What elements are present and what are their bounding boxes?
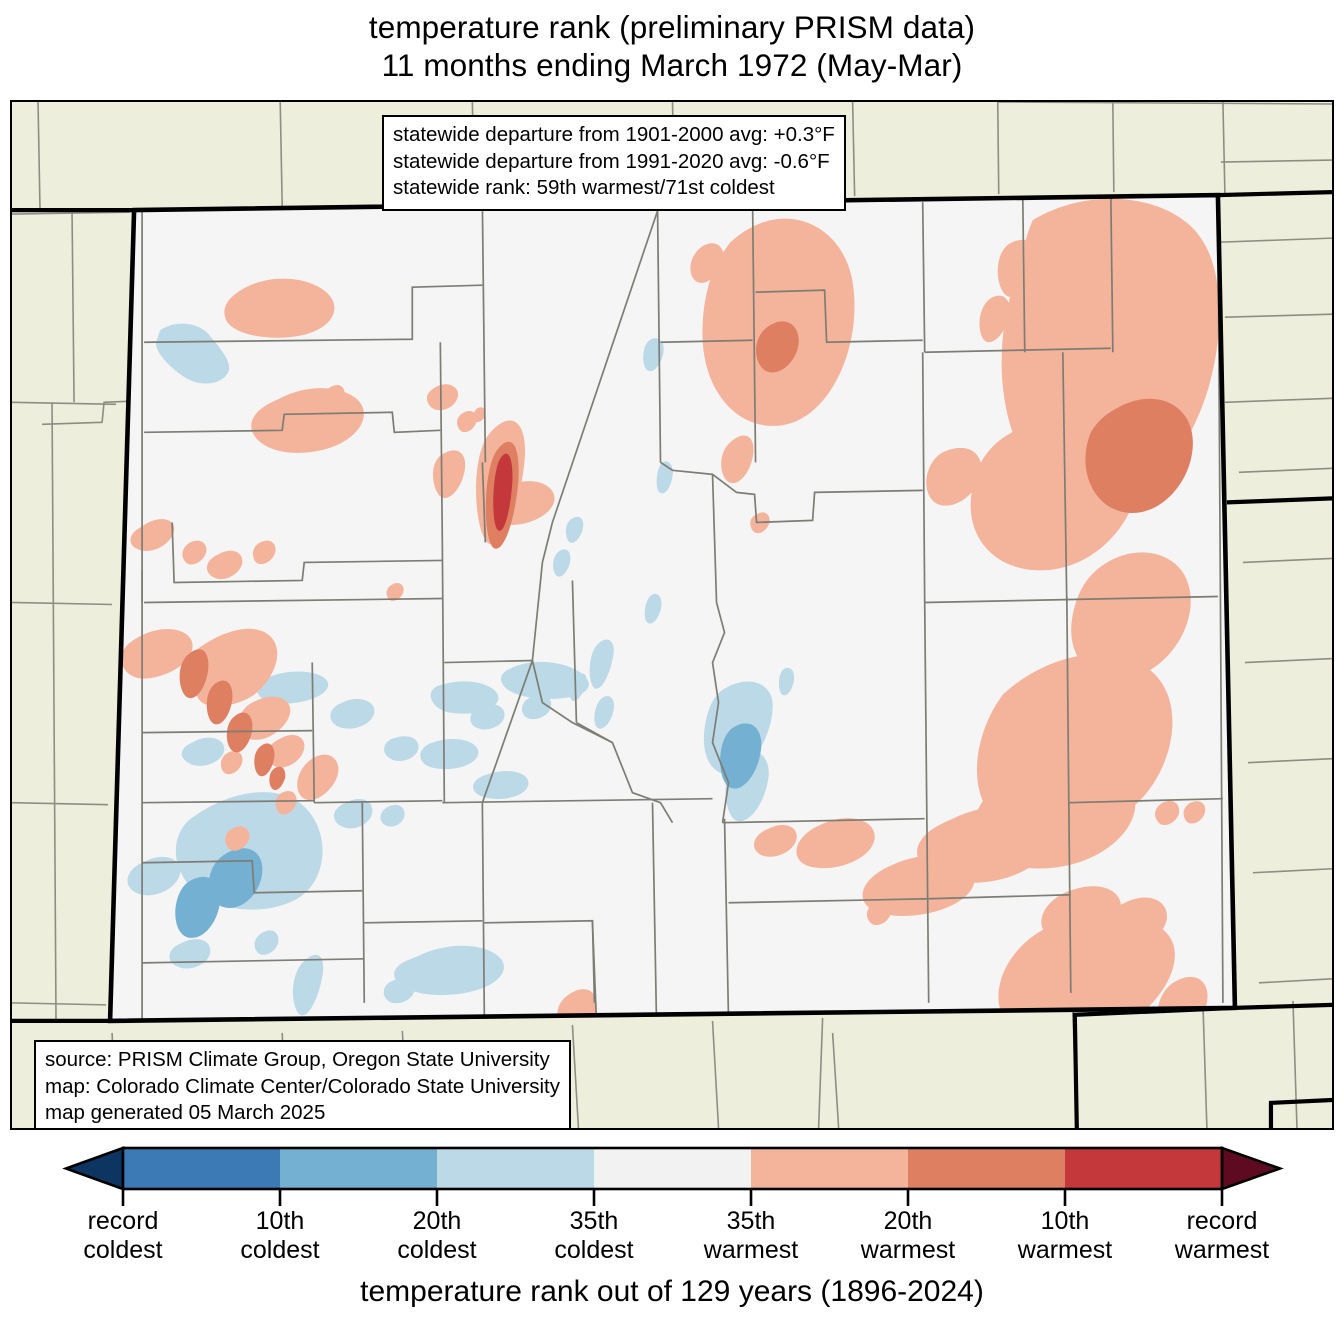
colorbar-band-5: [751, 1148, 908, 1189]
colorbar-tick-labels: record coldest 10th coldest 20th coldest 35…: [0, 1207, 1344, 1269]
cb-tick-label-1: 10th coldest: [240, 1207, 320, 1264]
cb-tick-label-2: 20th coldest: [397, 1207, 477, 1264]
map-panel: statewide departure from 1901-2000 avg: …: [10, 100, 1334, 1130]
colorbar-band-4: [594, 1148, 751, 1189]
cb-tick-label-7: record warmest: [1174, 1207, 1270, 1264]
neighboring-state-outlines: [12, 189, 1332, 1128]
colorbar-svg: [62, 1146, 1284, 1206]
colorbar: [0, 1140, 1344, 1210]
map-credit-line: map: Colorado Climate Center/Colorado St…: [45, 1074, 561, 1098]
cb-tick-label-3: 35th coldest: [554, 1207, 634, 1264]
statewide-stats-box: statewide departure from 1901-2000 avg: …: [382, 115, 846, 211]
colorbar-over-arrow: [1220, 1146, 1284, 1191]
cb-tick-label-0: record coldest: [83, 1207, 163, 1264]
title-line-2: 11 months ending March 1972 (May-Mar): [381, 47, 963, 83]
rank-band-20th-coldest-areas: [175, 723, 762, 938]
rank-band-35th-warmest-areas: [121, 198, 1220, 1021]
colorbar-caption: temperature rank out of 129 years (1896-…: [360, 1275, 984, 1308]
source-line: source: PRISM Climate Group, Oregon Stat…: [45, 1048, 550, 1071]
title-line-1: temperature rank (preliminary PRISM data…: [368, 9, 976, 45]
colorbar-band-7: [1065, 1148, 1222, 1189]
source-credits-box: source: PRISM Climate Group, Oregon Stat…: [34, 1040, 572, 1128]
colorbar-band-1: [123, 1148, 280, 1189]
colorbar-band-2: [280, 1148, 437, 1189]
cb-tick-label-4: 35th warmest: [703, 1207, 799, 1264]
colorbar-ticks: [121, 1189, 1224, 1206]
cb-tick-label-6: 10th warmest: [1017, 1207, 1113, 1264]
colorbar-under-arrow: [62, 1146, 125, 1191]
stat-departure-1901-2000: statewide departure from 1901-2000 avg: …: [393, 123, 835, 146]
rank-band-10th-warmest-areas: [493, 453, 513, 531]
page-title: temperature rank (preliminary PRISM data…: [0, 8, 1344, 84]
colorbar-band-3: [437, 1148, 594, 1189]
colorado-county-lines: [141, 196, 1224, 1021]
colorbar-band-6: [908, 1148, 1065, 1189]
stat-statewide-rank: statewide rank: 59th warmest/71st coldes…: [393, 176, 775, 199]
stat-departure-1991-2020: statewide departure from 1991-2020 avg: …: [393, 149, 830, 173]
map-generated-line: map generated 05 March 2025: [45, 1101, 326, 1124]
colorbar-outline: [121, 1146, 1224, 1191]
rank-shading-layer: [121, 198, 1220, 1021]
cb-tick-label-5: 20th warmest: [860, 1207, 956, 1264]
colorado-temperature-rank-map: [12, 102, 1332, 1128]
